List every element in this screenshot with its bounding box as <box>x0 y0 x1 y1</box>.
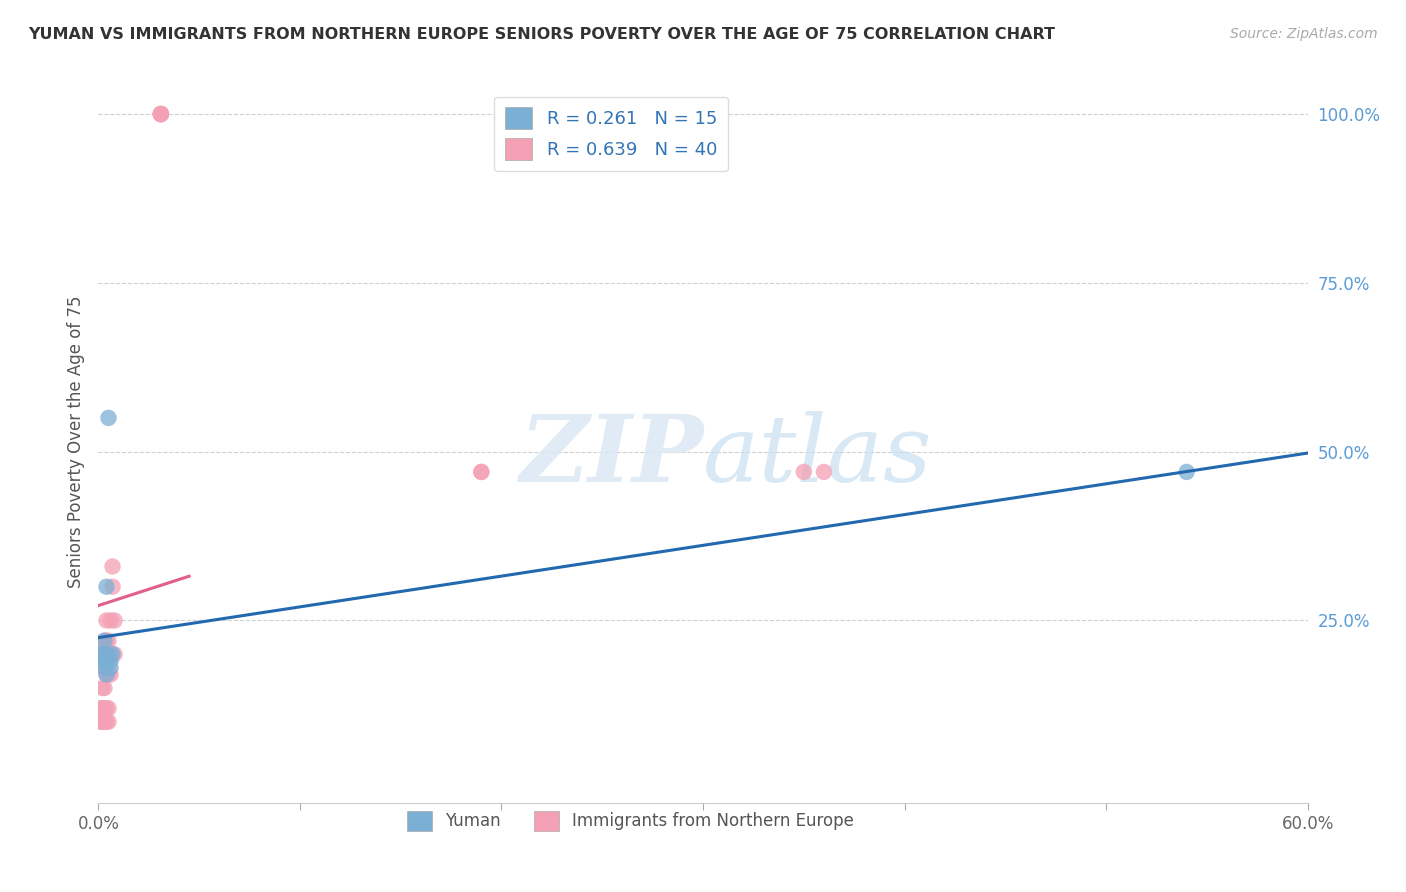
Point <box>97 667 120 681</box>
Point <box>97 411 120 425</box>
Point <box>149 107 172 121</box>
Point <box>97 647 120 661</box>
Point <box>93 714 115 729</box>
Point <box>89 714 111 729</box>
Point <box>149 107 172 121</box>
Point <box>100 661 122 675</box>
Point <box>96 667 118 681</box>
Point <box>93 661 115 675</box>
Point <box>91 714 114 729</box>
Point <box>103 614 125 628</box>
Point <box>793 465 815 479</box>
Point <box>97 701 120 715</box>
Point <box>93 661 115 675</box>
Point <box>96 714 118 729</box>
Point <box>470 465 492 479</box>
Point <box>813 465 835 479</box>
Point <box>97 647 120 661</box>
Point <box>97 633 120 648</box>
Point <box>100 614 122 628</box>
Point <box>149 107 172 121</box>
Text: YUMAN VS IMMIGRANTS FROM NORTHERN EUROPE SENIORS POVERTY OVER THE AGE OF 75 CORR: YUMAN VS IMMIGRANTS FROM NORTHERN EUROPE… <box>28 27 1054 42</box>
Point <box>100 667 122 681</box>
Point <box>93 633 115 648</box>
Point <box>93 701 115 715</box>
Point <box>89 701 111 715</box>
Point <box>96 667 118 681</box>
Point <box>96 614 118 628</box>
Point <box>97 714 120 729</box>
Point <box>149 107 172 121</box>
Point <box>101 559 124 574</box>
Point <box>96 580 118 594</box>
Point <box>93 633 115 648</box>
Point <box>93 647 115 661</box>
Point <box>91 714 114 729</box>
Point <box>93 714 115 729</box>
Point <box>91 654 114 668</box>
Point <box>89 647 111 661</box>
Legend: Yuman, Immigrants from Northern Europe: Yuman, Immigrants from Northern Europe <box>401 805 860 838</box>
Y-axis label: Seniors Poverty Over the Age of 75: Seniors Poverty Over the Age of 75 <box>66 295 84 588</box>
Point <box>91 681 114 695</box>
Point <box>103 647 125 661</box>
Point <box>96 633 118 648</box>
Point <box>93 681 115 695</box>
Point <box>96 647 118 661</box>
Point <box>96 701 118 715</box>
Text: ZIP: ZIP <box>519 411 703 501</box>
Point <box>91 647 114 661</box>
Point <box>101 580 124 594</box>
Point <box>100 654 122 668</box>
Point <box>101 647 124 661</box>
Point <box>93 647 115 661</box>
Point <box>149 107 172 121</box>
Text: Source: ZipAtlas.com: Source: ZipAtlas.com <box>1230 27 1378 41</box>
Point <box>91 701 114 715</box>
Point <box>100 647 122 661</box>
Point <box>1175 465 1198 479</box>
Point <box>470 465 492 479</box>
Text: atlas: atlas <box>703 411 932 501</box>
Point <box>96 654 118 668</box>
